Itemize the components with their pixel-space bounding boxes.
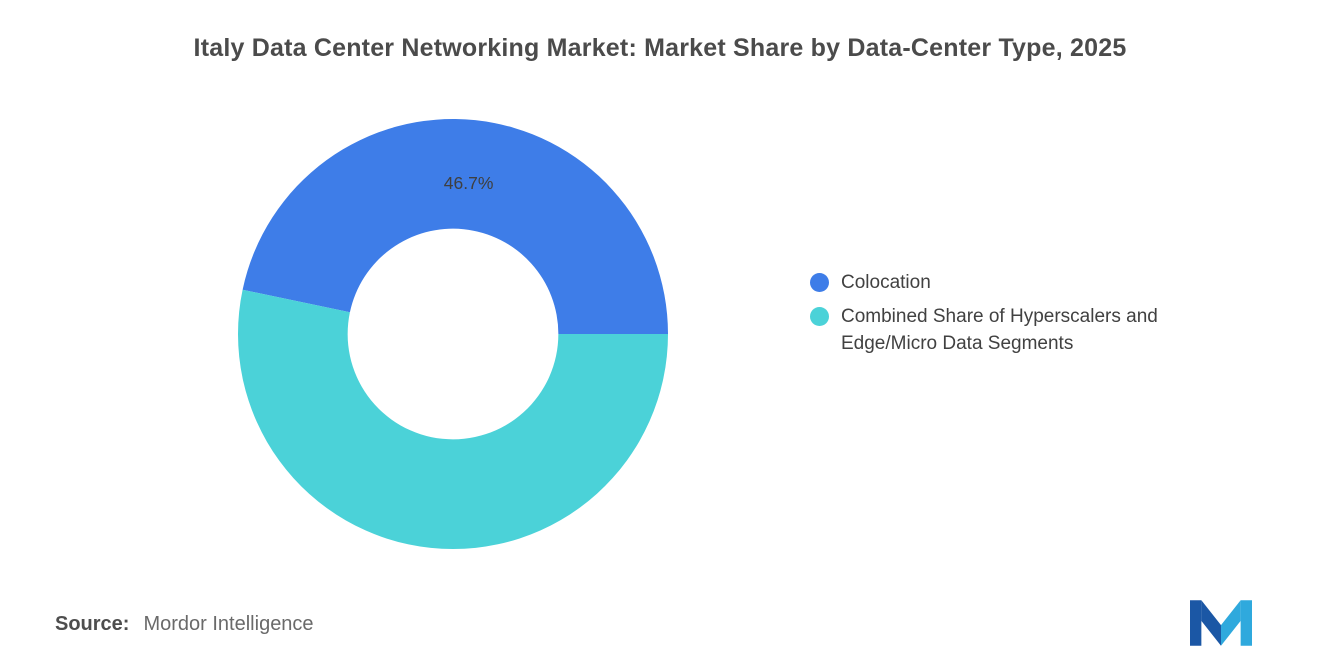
source-value: Mordor Intelligence <box>143 613 314 635</box>
legend-swatch-colocation <box>810 273 829 292</box>
legend-label-combined-share: Combined Share of Hyperscalers and Edge/… <box>841 305 1158 354</box>
donut-slice-1 <box>237 289 668 550</box>
source-row: Source: Mordor Intelligence <box>55 613 314 636</box>
donut-slice-0 <box>242 119 669 334</box>
donut-chart-svg: 46.7% <box>237 119 669 550</box>
legend-label-colocation: Colocation <box>841 272 931 293</box>
legend-swatch-combined-share <box>810 306 829 326</box>
donut-chart: 46.7% <box>233 114 673 554</box>
slice-value-label: 46.7% <box>444 173 494 193</box>
chart-legend: Colocation Combined Share of Hyperscaler… <box>810 270 1240 365</box>
legend-item-colocation: Colocation <box>810 270 1240 297</box>
chart-title: Italy Data Center Networking Market: Mar… <box>193 34 1127 62</box>
source-label: Source: <box>55 613 130 635</box>
mordor-intelligence-m-logo <box>1190 600 1252 646</box>
legend-item-combined-share: Combined Share of Hyperscalers and Edge/… <box>810 304 1240 358</box>
